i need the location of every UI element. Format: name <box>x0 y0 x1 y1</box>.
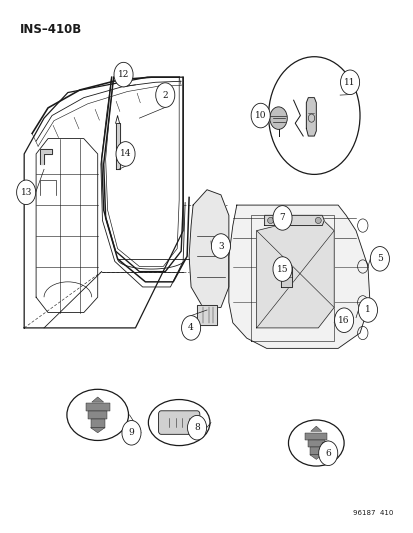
Text: 7: 7 <box>279 213 285 222</box>
Polygon shape <box>264 215 323 225</box>
Text: 6: 6 <box>325 449 330 458</box>
Text: INS–410B: INS–410B <box>20 23 82 36</box>
Ellipse shape <box>315 217 320 223</box>
Polygon shape <box>40 149 52 164</box>
FancyBboxPatch shape <box>88 411 107 419</box>
Text: 8: 8 <box>194 423 199 432</box>
Circle shape <box>251 103 270 128</box>
FancyBboxPatch shape <box>305 433 326 440</box>
Text: 13: 13 <box>20 188 32 197</box>
Polygon shape <box>256 215 333 328</box>
Circle shape <box>358 298 377 322</box>
Polygon shape <box>115 123 119 169</box>
Polygon shape <box>309 455 322 459</box>
Polygon shape <box>310 426 321 431</box>
Circle shape <box>17 180 36 205</box>
Polygon shape <box>189 190 228 308</box>
Text: 96187  410: 96187 410 <box>353 510 393 516</box>
Polygon shape <box>228 205 369 349</box>
Polygon shape <box>280 266 292 287</box>
Text: 2: 2 <box>162 91 168 100</box>
Circle shape <box>116 142 135 166</box>
FancyBboxPatch shape <box>85 403 109 411</box>
Text: 14: 14 <box>119 149 131 158</box>
Circle shape <box>122 421 141 445</box>
Polygon shape <box>90 427 104 433</box>
Text: 12: 12 <box>118 70 129 79</box>
Text: 3: 3 <box>218 241 223 251</box>
Text: 5: 5 <box>376 254 382 263</box>
FancyBboxPatch shape <box>158 411 199 434</box>
Text: 9: 9 <box>128 429 134 437</box>
Circle shape <box>269 107 287 130</box>
Text: 10: 10 <box>254 111 266 120</box>
Text: 1: 1 <box>364 305 370 314</box>
Ellipse shape <box>267 217 273 223</box>
Text: 4: 4 <box>188 324 194 333</box>
Circle shape <box>272 257 291 281</box>
Circle shape <box>370 247 389 271</box>
FancyBboxPatch shape <box>90 419 104 427</box>
Text: 15: 15 <box>276 264 287 273</box>
Polygon shape <box>197 305 216 325</box>
FancyBboxPatch shape <box>309 447 322 455</box>
Text: 16: 16 <box>337 316 349 325</box>
Circle shape <box>155 83 174 107</box>
Circle shape <box>272 206 291 230</box>
Circle shape <box>318 441 337 465</box>
Circle shape <box>340 70 359 94</box>
Polygon shape <box>92 397 103 402</box>
FancyBboxPatch shape <box>307 440 324 447</box>
Text: 11: 11 <box>344 78 355 87</box>
Circle shape <box>334 308 353 333</box>
Polygon shape <box>306 98 316 136</box>
Circle shape <box>211 234 230 259</box>
Circle shape <box>187 415 206 440</box>
Circle shape <box>181 316 200 340</box>
Circle shape <box>114 62 133 87</box>
